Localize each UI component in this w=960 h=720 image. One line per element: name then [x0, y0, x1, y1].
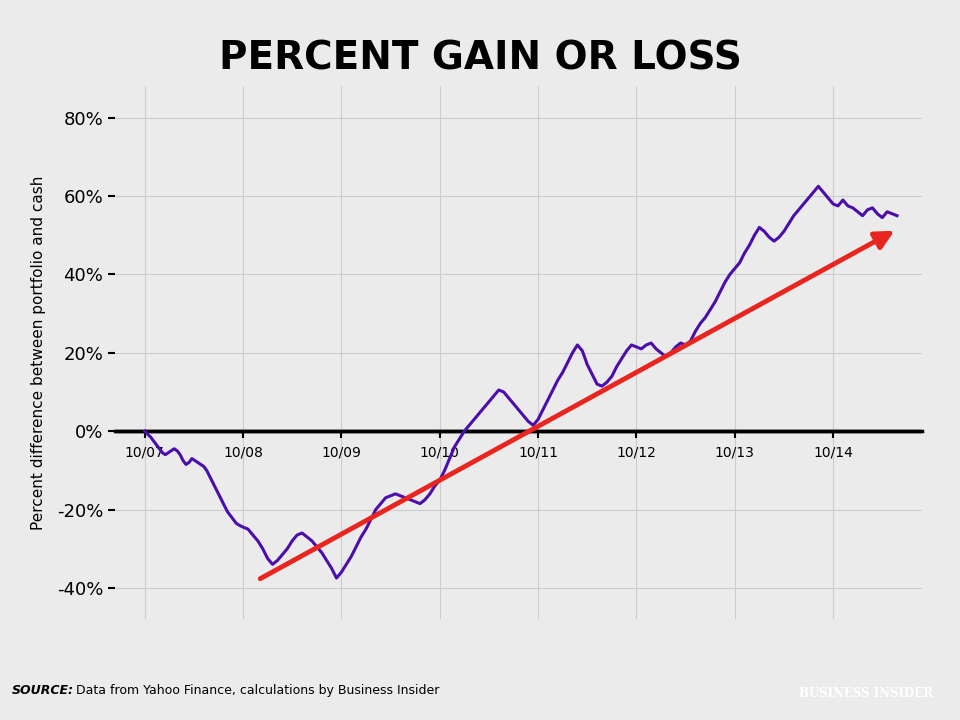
Y-axis label: Percent difference between portfolio and cash: Percent difference between portfolio and… — [31, 176, 46, 530]
Text: PERCENT GAIN OR LOSS: PERCENT GAIN OR LOSS — [219, 40, 741, 78]
Text: BUSINESS INSIDER: BUSINESS INSIDER — [800, 687, 933, 701]
Text: Data from Yahoo Finance, calculations by Business Insider: Data from Yahoo Finance, calculations by… — [72, 684, 440, 697]
Text: SOURCE:: SOURCE: — [12, 684, 74, 697]
